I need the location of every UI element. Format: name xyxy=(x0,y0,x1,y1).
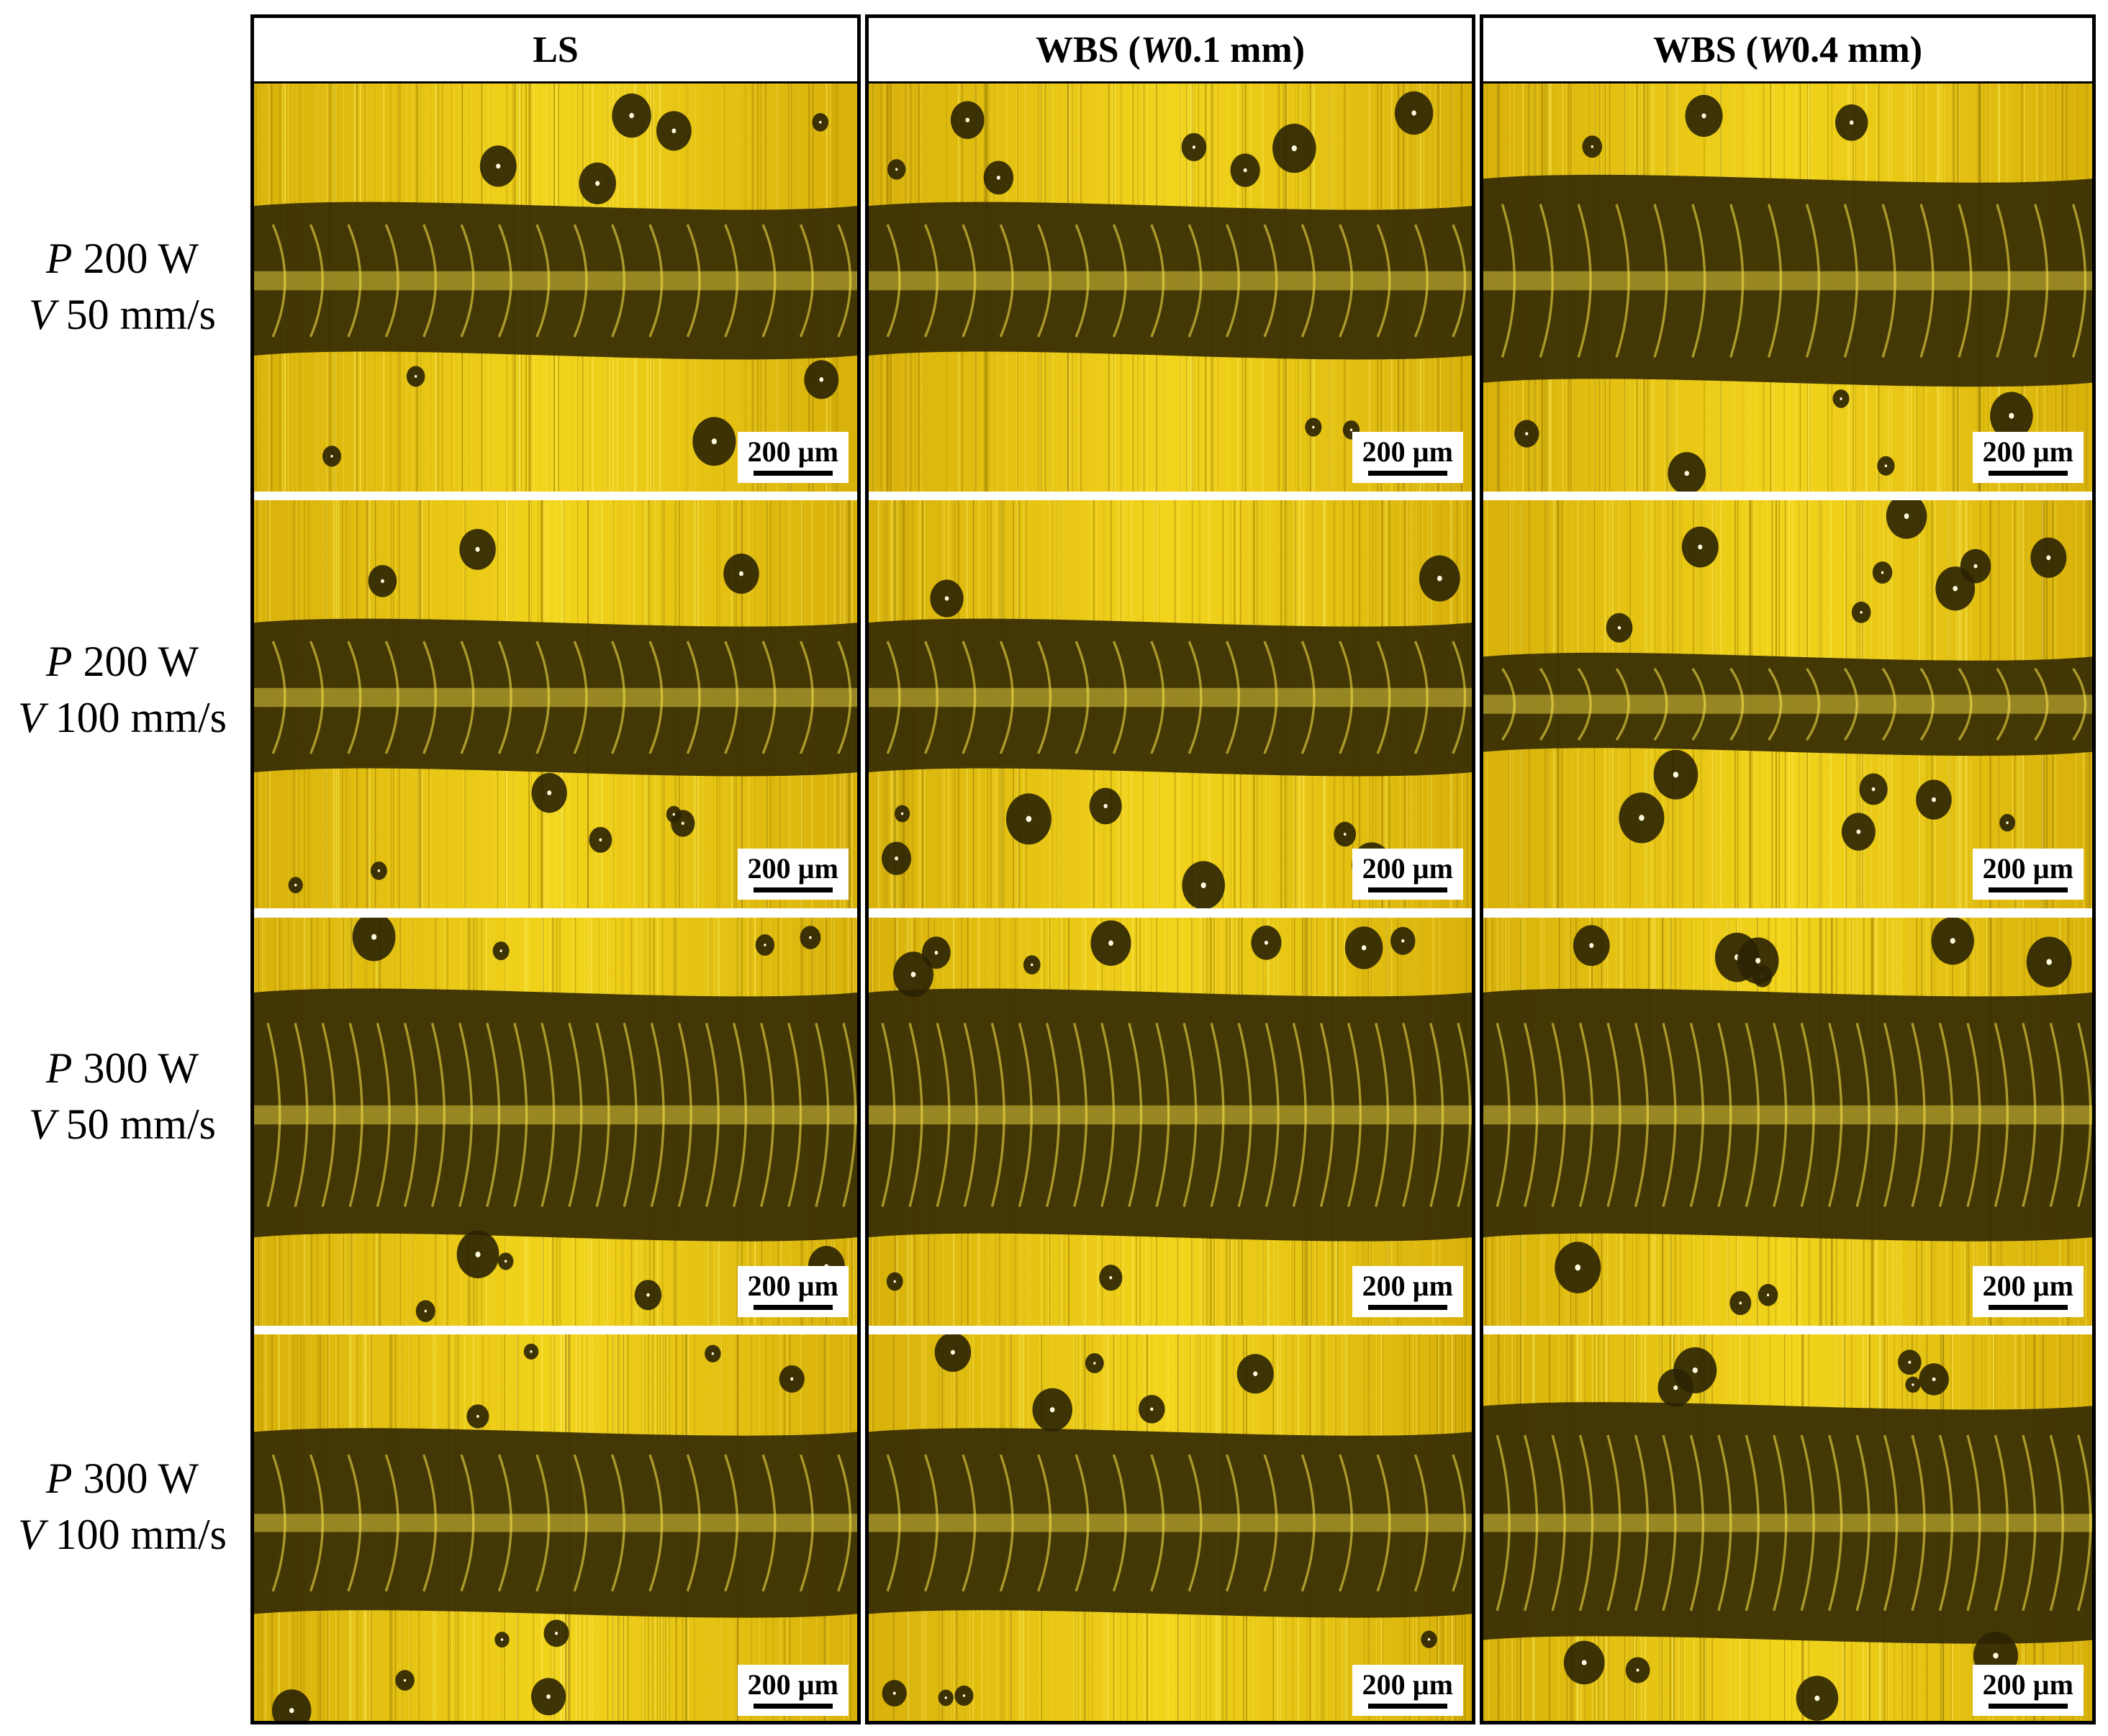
speed-value: 100 mm/s xyxy=(44,694,227,741)
speed-symbol: V xyxy=(28,291,55,338)
row-label-1: P 200 W V 50 mm/s xyxy=(0,230,245,343)
micrograph-image xyxy=(869,1334,1472,1721)
row-label-2: P 200 W V 100 mm/s xyxy=(0,633,245,746)
scale-bar: 200 µm xyxy=(737,1266,849,1317)
power-symbol: P xyxy=(45,235,73,282)
scale-bar-line xyxy=(753,1305,833,1310)
column-header: WBS (W 0.4 mm) xyxy=(1483,18,2092,83)
power-symbol: P xyxy=(45,638,73,685)
micrograph: 200 µm xyxy=(254,918,857,1326)
scale-bar: 200 µm xyxy=(737,432,849,483)
scale-bar: 200 µm xyxy=(1972,432,2084,483)
power-value: 300 W xyxy=(72,1044,199,1092)
scale-bar-label: 200 µm xyxy=(1982,852,2073,885)
micrograph: 200 µm xyxy=(869,500,1472,908)
power-value: 300 W xyxy=(72,1455,199,1502)
scale-bar-line xyxy=(1367,1305,1447,1310)
speed-value: 100 mm/s xyxy=(44,1511,227,1558)
scale-bar: 200 µm xyxy=(1972,849,2084,900)
micrograph: 200 µm xyxy=(869,918,1472,1326)
scale-bar-label: 200 µm xyxy=(747,1270,838,1302)
scale-bar: 200 µm xyxy=(1972,1266,2084,1317)
scale-bar-line xyxy=(1367,1704,1447,1709)
power-value: 200 W xyxy=(72,235,199,282)
speed-symbol: V xyxy=(28,1100,55,1148)
micrograph: 200 µm xyxy=(1483,83,2092,492)
column-wbs-0-4: WBS (W 0.4 mm) 200 µm 200 µm 200 µm 200 … xyxy=(1480,14,2096,1724)
column-wbs-0-1: WBS (W 0.1 mm) 200 µm 200 µm 200 µm 200 … xyxy=(865,14,1475,1724)
scale-bar: 200 µm xyxy=(737,1665,849,1716)
scale-bar-label: 200 µm xyxy=(747,1668,838,1701)
scale-bar-line xyxy=(1367,471,1447,476)
scale-bar-line xyxy=(753,887,833,892)
scale-bar: 200 µm xyxy=(737,849,849,900)
micrograph: 200 µm xyxy=(254,500,857,908)
column-label-prefix: WBS ( xyxy=(1035,29,1141,71)
micrograph: 200 µm xyxy=(254,83,857,492)
scale-bar: 200 µm xyxy=(1352,1266,1463,1317)
column-header: WBS (W 0.1 mm) xyxy=(869,18,1472,83)
row-label-4: P 300 W V 100 mm/s xyxy=(0,1450,245,1563)
speed-value: 50 mm/s xyxy=(55,291,216,338)
column-label-prefix: WBS ( xyxy=(1652,29,1758,71)
micrograph-image xyxy=(1483,918,2092,1326)
column-ls: LS 200 µm 200 µm 200 µm 200 µm xyxy=(250,14,861,1724)
row-label-3: P 300 W V 50 mm/s xyxy=(0,1040,245,1152)
micrograph: 200 µm xyxy=(869,1334,1472,1721)
column-label-suffix: 0.1 mm) xyxy=(1174,29,1306,71)
scale-bar-line xyxy=(753,1704,833,1709)
scale-bar-label: 200 µm xyxy=(1362,1668,1453,1701)
micrograph-image xyxy=(254,1334,857,1721)
speed-symbol: V xyxy=(17,694,45,741)
column-header: LS xyxy=(254,18,857,83)
scale-bar-label: 200 µm xyxy=(1982,435,2073,468)
scale-bar: 200 µm xyxy=(1352,432,1463,483)
power-value: 200 W xyxy=(72,638,199,685)
micrograph: 200 µm xyxy=(254,1334,857,1721)
scale-bar-line xyxy=(1988,887,2068,892)
micrograph-image xyxy=(1483,500,2092,908)
speed-symbol: V xyxy=(17,1511,45,1558)
scale-bar-line xyxy=(1988,1305,2068,1310)
micrograph-image xyxy=(1483,1334,2092,1721)
column-label-italic: W xyxy=(1140,29,1175,71)
scale-bar-label: 200 µm xyxy=(1362,1270,1453,1302)
scale-bar: 200 µm xyxy=(1972,1665,2084,1716)
micrograph: 200 µm xyxy=(1483,1334,2092,1721)
micrograph-image xyxy=(869,83,1472,492)
scale-bar-label: 200 µm xyxy=(1982,1270,2073,1302)
scale-bar-label: 200 µm xyxy=(747,435,838,468)
micrograph-image xyxy=(869,918,1472,1326)
scale-bar: 200 µm xyxy=(1352,1665,1463,1716)
power-symbol: P xyxy=(45,1455,73,1502)
column-label: LS xyxy=(533,29,579,71)
column-label-suffix: 0.4 mm) xyxy=(1791,29,1923,71)
scale-bar-label: 200 µm xyxy=(747,852,838,885)
scale-bar-line xyxy=(1988,1704,2068,1709)
scale-bar: 200 µm xyxy=(1352,849,1463,900)
micrograph: 200 µm xyxy=(1483,500,2092,908)
scale-bar-line xyxy=(1367,887,1447,892)
speed-value: 50 mm/s xyxy=(55,1100,216,1148)
scale-bar-line xyxy=(753,471,833,476)
micrograph-image xyxy=(1483,83,2092,492)
micrograph: 200 µm xyxy=(869,83,1472,492)
micrograph-image xyxy=(254,83,857,492)
micrograph: 200 µm xyxy=(1483,918,2092,1326)
micrograph-image xyxy=(869,500,1472,908)
column-label-italic: W xyxy=(1758,29,1792,71)
scale-bar-label: 200 µm xyxy=(1362,435,1453,468)
scale-bar-label: 200 µm xyxy=(1982,1668,2073,1701)
micrograph-image xyxy=(254,918,857,1326)
micrograph-image xyxy=(254,500,857,908)
power-symbol: P xyxy=(45,1044,73,1092)
scale-bar-line xyxy=(1988,471,2068,476)
scale-bar-label: 200 µm xyxy=(1362,852,1453,885)
